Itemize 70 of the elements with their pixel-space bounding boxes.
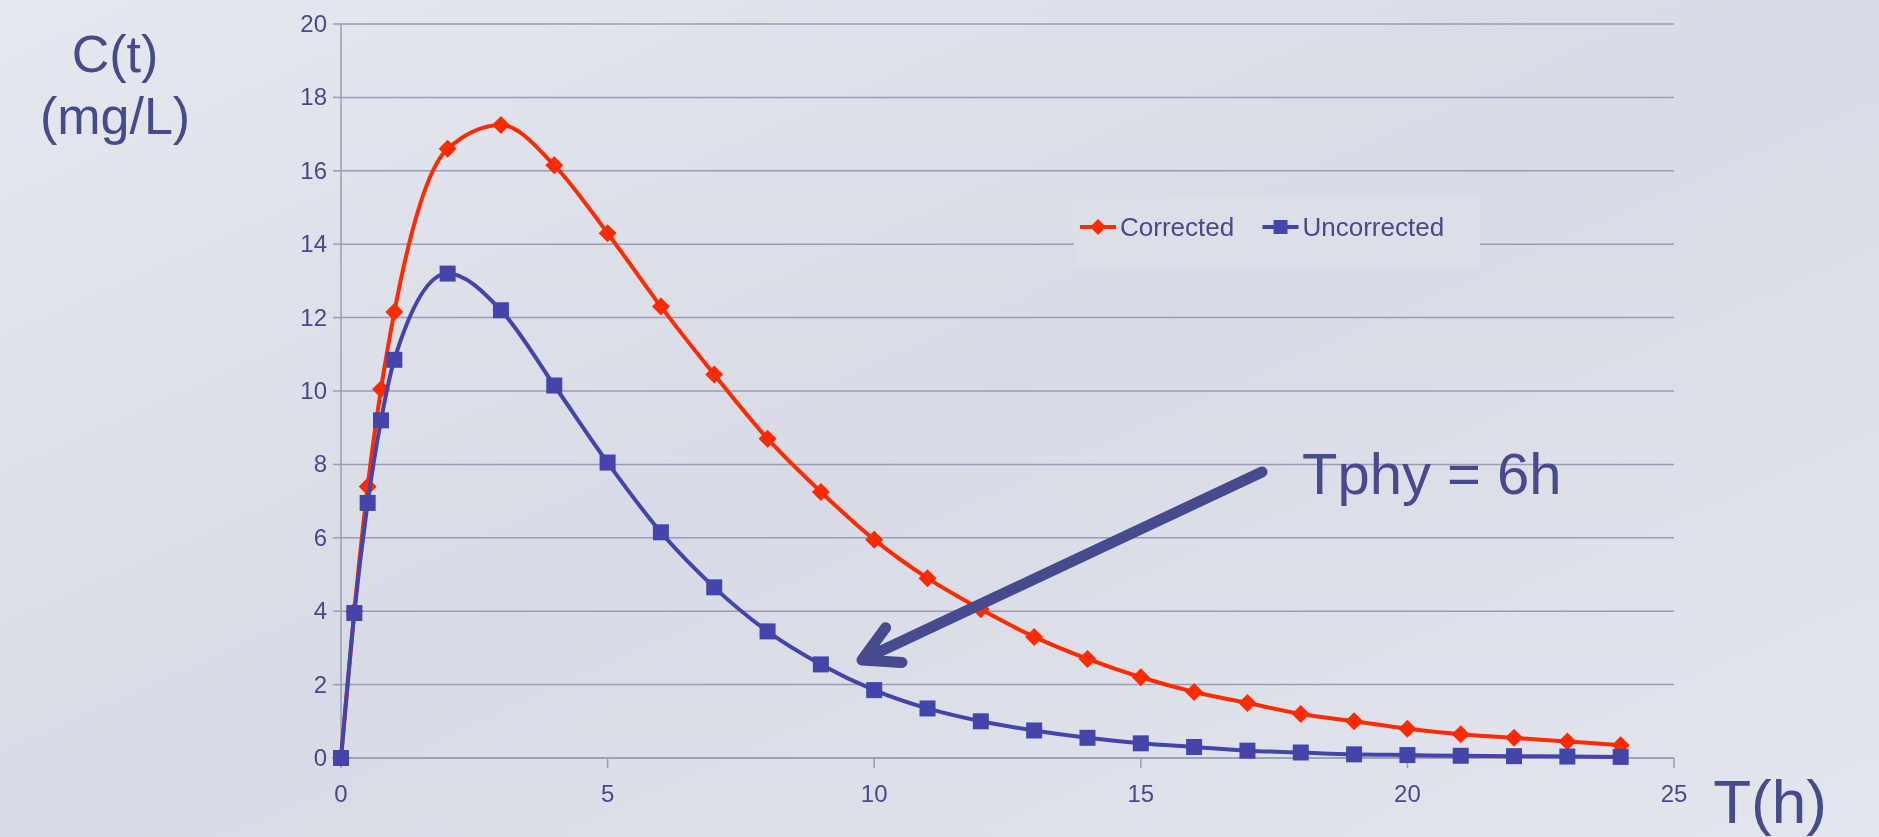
point — [372, 412, 389, 429]
point — [1292, 744, 1309, 761]
point — [812, 656, 829, 673]
point — [1399, 747, 1416, 764]
point — [919, 700, 936, 717]
point — [1239, 742, 1256, 759]
x-tick-label: 25 — [1660, 780, 1688, 807]
legend-label: Uncorrected — [1302, 212, 1445, 242]
point — [811, 482, 830, 501]
point — [1558, 732, 1577, 751]
point — [1131, 668, 1150, 687]
point — [651, 297, 670, 316]
legend-label: Corrected — [1120, 212, 1235, 242]
point — [545, 156, 564, 175]
y-tick-label: 4 — [313, 597, 327, 625]
point — [1078, 649, 1097, 668]
point — [1559, 748, 1576, 765]
point — [1185, 682, 1204, 701]
y-tick-label: 12 — [300, 303, 327, 331]
point — [599, 454, 616, 471]
point — [1238, 693, 1257, 712]
y-tick-label: 14 — [300, 230, 327, 258]
point — [866, 682, 883, 699]
point — [705, 365, 724, 384]
point — [359, 494, 376, 511]
x-tick-label: 5 — [600, 780, 615, 807]
point — [1505, 728, 1524, 747]
x-tick-label: 0 — [334, 780, 348, 807]
point — [758, 429, 777, 448]
y-tick-label: 0 — [313, 744, 327, 771]
point — [759, 623, 776, 640]
point — [1345, 712, 1364, 731]
y-tick-label: 8 — [313, 450, 327, 478]
x-tick-label: 20 — [1394, 780, 1421, 807]
point — [865, 530, 884, 549]
point — [386, 351, 403, 368]
point — [1079, 729, 1096, 746]
y-tick-label: 18 — [300, 83, 327, 111]
y-tick-label: 6 — [313, 523, 327, 551]
point — [1291, 704, 1310, 723]
x-tick-label: 15 — [1127, 780, 1155, 807]
point — [1506, 748, 1523, 765]
point — [492, 302, 509, 319]
point — [439, 265, 456, 282]
point — [1132, 735, 1149, 752]
point — [972, 713, 989, 730]
point — [1452, 747, 1469, 764]
y-tick-label: 20 — [300, 10, 327, 37]
y-tick-label: 10 — [300, 377, 327, 404]
y-axis-title: C(t) (mg/L) — [39, 25, 191, 145]
point — [491, 115, 510, 134]
point — [706, 579, 723, 596]
point — [546, 377, 563, 394]
point — [1186, 738, 1203, 755]
point — [1346, 746, 1363, 763]
y-tick-label: 2 — [313, 670, 327, 698]
point — [1451, 725, 1470, 744]
point — [385, 303, 404, 322]
y-tick-label: 16 — [300, 156, 327, 184]
point — [918, 569, 937, 588]
point — [652, 524, 669, 541]
point — [1026, 722, 1043, 739]
point — [1025, 627, 1044, 646]
x-axis-title: T(h) — [1713, 767, 1827, 836]
annotation: Tphy = 6h — [1302, 441, 1562, 506]
point — [438, 139, 457, 158]
x-tick-label: 10 — [860, 780, 888, 807]
point — [1398, 719, 1417, 738]
point — [1612, 748, 1629, 765]
point — [598, 224, 617, 243]
